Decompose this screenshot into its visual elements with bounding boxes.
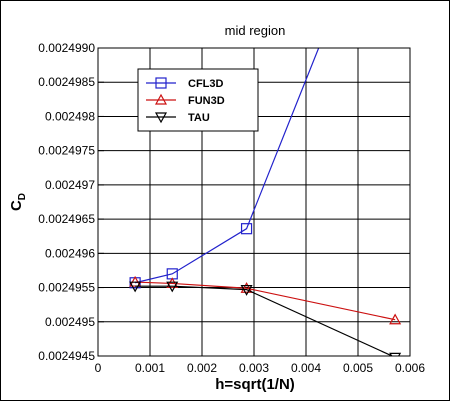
data-point-tau: [166, 281, 179, 293]
series-line-fun3d: [135, 281, 396, 321]
y-tick-label: 0.0024985: [38, 75, 95, 89]
data-point-fun3d: [166, 277, 179, 289]
data-point-tau: [129, 281, 142, 293]
y-axis-label: CD: [8, 193, 28, 211]
x-tick-label: 0.001: [135, 361, 165, 375]
x-tick-label: 0.006: [395, 361, 425, 375]
legend-marker-fun3d: [154, 93, 168, 105]
series-layer: [129, 48, 402, 356]
x-tick-label: 0.002: [187, 361, 217, 375]
series-tau: [129, 281, 402, 356]
data-point-tau: [240, 285, 253, 296]
series-line-cfl3d: [134, 48, 320, 284]
y-tick-label: 0.002495: [45, 315, 95, 329]
legend-label-tau: TAU: [188, 112, 210, 124]
x-axis-label: h=sqrt(1/N): [215, 376, 295, 393]
series-line-tau: [135, 285, 394, 356]
y-axis-label-main: C: [8, 200, 25, 211]
y-tick-label: 0.002496: [45, 246, 95, 260]
series-fun3d: [129, 275, 402, 325]
axis-ticks: [97, 47, 411, 357]
y-tick-label: 0.0024945: [38, 349, 95, 363]
y-tick-label: 0.0024975: [38, 144, 95, 158]
x-tick-label: 0.005: [343, 361, 373, 375]
x-tick-label: 0: [95, 361, 102, 375]
y-tick-label: 0.002498: [45, 109, 95, 123]
y-tick-label: 0.0024990: [38, 41, 95, 55]
y-tick-label: 0.0024965: [38, 212, 95, 226]
data-point-tau: [389, 352, 402, 356]
x-tick-labels: 0 0.001 0.002 0.003 0.004 0.005 0.006: [95, 361, 426, 375]
y-axis-label-subscript: D: [17, 193, 28, 200]
x-tick-label: 0.004: [291, 361, 321, 375]
y-tick-label: 0.0024955: [38, 281, 95, 295]
svg-text:CD: CD: [8, 193, 28, 211]
y-tick-label: 0.002497: [45, 178, 95, 192]
x-tick-label: 0.003: [239, 361, 269, 375]
legend: CFL3D FUN3D TAU: [137, 68, 259, 132]
y-tick-labels: 0.0024945 0.002495 0.0024955 0.002496 0.0024…: [38, 41, 95, 363]
series-cfl3d: [129, 48, 320, 289]
data-point-fun3d: [240, 282, 253, 293]
legend-marker-cfl3d: [155, 77, 167, 89]
legend-label-fun3d: FUN3D: [188, 95, 225, 107]
data-point-cfl3d: [240, 223, 253, 235]
data-point-fun3d: [389, 313, 402, 325]
chart-title: mid region: [225, 23, 286, 38]
legend-marker-tau: [154, 112, 168, 124]
legend-label-cfl3d: CFL3D: [188, 78, 224, 90]
